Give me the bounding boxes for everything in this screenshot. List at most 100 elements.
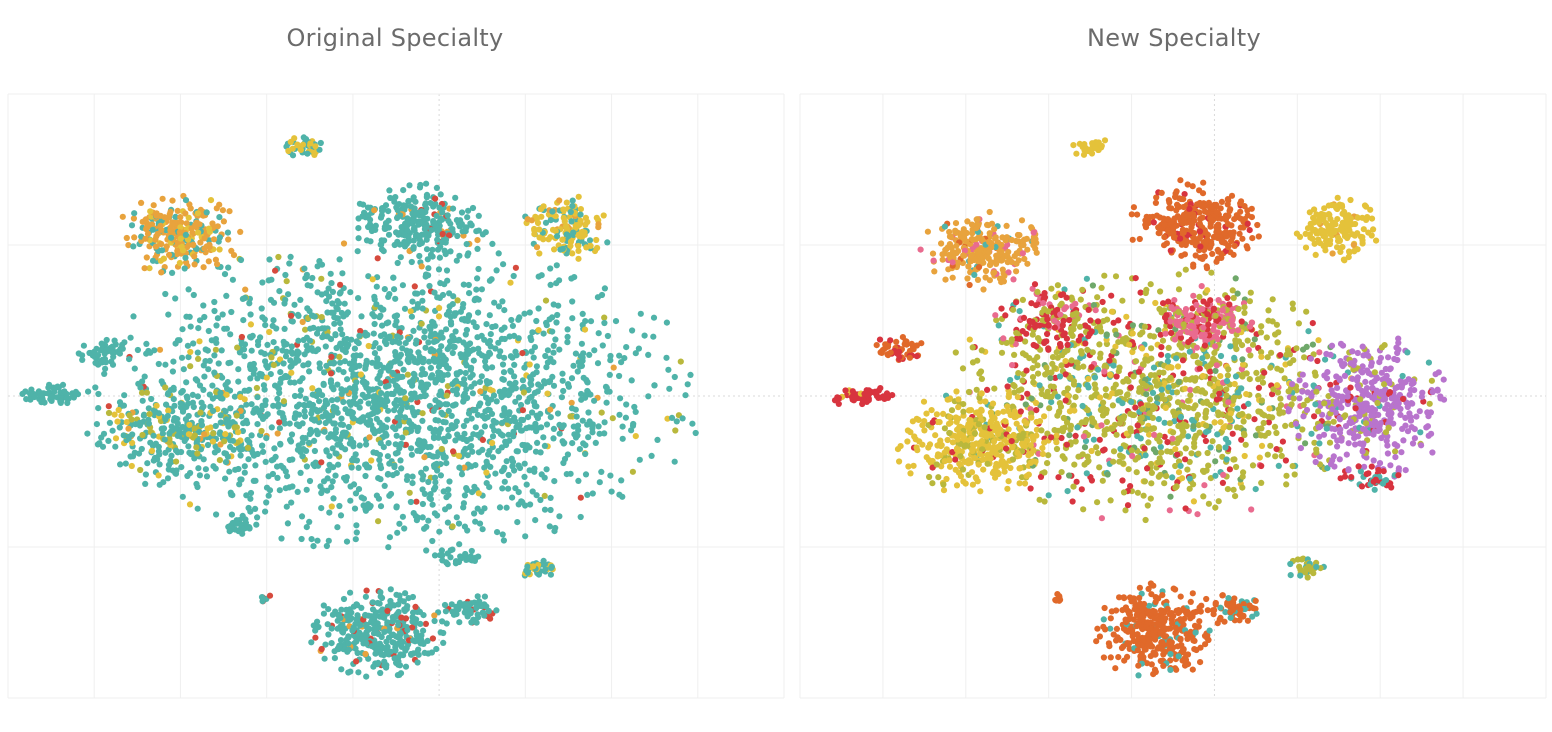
scatter-point — [157, 240, 165, 248]
scatter-point — [556, 277, 563, 284]
scatter-point — [263, 374, 270, 381]
scatter-point — [1075, 382, 1082, 389]
scatter-point — [233, 412, 240, 419]
scatter-point — [470, 407, 477, 414]
scatter-point — [204, 425, 211, 432]
scatter-point — [498, 468, 506, 475]
scatter-point — [239, 427, 246, 435]
scatter-point — [1278, 452, 1285, 459]
scatter-point — [1202, 437, 1209, 445]
scatter-point — [512, 398, 519, 405]
scatter-point — [505, 485, 512, 492]
scatter-point — [282, 485, 289, 492]
scatter-point — [177, 219, 184, 226]
scatter-point — [1108, 308, 1115, 315]
scatter-point — [1291, 471, 1298, 478]
scatter-point — [1182, 266, 1189, 273]
scatter-point — [455, 520, 463, 527]
scatter-point — [326, 293, 333, 300]
scatter-point — [463, 417, 470, 424]
scatter-point — [171, 415, 178, 422]
scatter-point — [362, 472, 369, 480]
scatter-point — [330, 495, 337, 502]
scatter-point — [585, 434, 592, 441]
scatter-point — [370, 612, 378, 620]
scatter-point — [351, 345, 358, 352]
scatter-point — [185, 431, 192, 438]
scatter-point — [464, 317, 471, 324]
scatter-point — [381, 237, 388, 244]
scatter-point — [1104, 471, 1111, 478]
scatter-point — [138, 389, 146, 396]
scatter-point — [430, 429, 437, 436]
scatter-point — [645, 393, 652, 400]
scatter-point — [404, 403, 411, 410]
scatter-point — [436, 204, 443, 211]
scatter-point — [299, 434, 306, 441]
scatter-point — [641, 332, 648, 339]
scatter-point — [262, 458, 269, 465]
scatter-point — [191, 455, 198, 462]
scatter-point — [64, 395, 71, 402]
scatter-point — [282, 296, 289, 303]
scatter-point — [281, 325, 288, 332]
scatter-point — [595, 330, 602, 337]
scatter-point — [254, 421, 261, 428]
scatter-point — [23, 396, 30, 403]
scatter-point — [682, 392, 689, 399]
scatter-point — [347, 589, 354, 596]
scatter-point — [248, 347, 255, 354]
scatter-point — [355, 225, 362, 232]
scatter-point — [1265, 307, 1272, 314]
scatter-point — [1209, 438, 1216, 445]
scatter-point — [419, 486, 426, 493]
scatter-point — [157, 257, 164, 264]
scatter-point — [510, 467, 518, 474]
scatter-point — [125, 435, 132, 442]
scatter-point — [560, 459, 567, 467]
scatter-point — [439, 291, 447, 299]
scatter-point — [619, 435, 626, 442]
scatter-point — [241, 353, 248, 360]
scatter-point — [313, 392, 320, 400]
scatter-point — [387, 648, 394, 655]
scatter-point — [1155, 327, 1162, 334]
scatter-point — [487, 343, 494, 350]
scatter-point — [1217, 419, 1224, 426]
scatter-point — [505, 431, 512, 438]
scatter-point — [206, 357, 213, 364]
scatter-point — [391, 655, 398, 662]
scatter-point — [423, 271, 430, 278]
scatter-point — [1156, 438, 1163, 445]
scatter-point — [328, 397, 336, 404]
scatter-point — [1089, 282, 1096, 289]
scatter-point — [179, 493, 186, 500]
scatter-point — [403, 476, 411, 483]
scatter-point — [211, 307, 218, 315]
scatter-point — [355, 464, 362, 471]
scatter-point — [311, 463, 318, 470]
chart-title-original: Original Specialty — [286, 24, 504, 52]
scatter-point — [245, 504, 252, 512]
scatter-point — [121, 392, 128, 399]
scatter-point — [404, 603, 411, 610]
scatter-point — [392, 295, 399, 302]
scatter-point — [347, 483, 354, 490]
scatter-point — [328, 640, 335, 647]
scatter-point — [482, 408, 489, 415]
scatter-point — [431, 612, 438, 619]
scatter-point — [1016, 308, 1023, 315]
scatter-point — [201, 373, 208, 380]
scatter-point — [582, 450, 589, 458]
scatter-point — [568, 218, 575, 225]
scatter-point — [216, 234, 223, 241]
scatter-point — [483, 469, 490, 476]
scatter-point — [425, 358, 433, 365]
scatter-point — [430, 435, 438, 442]
scatter-point — [1289, 300, 1296, 307]
scatter-point — [109, 427, 116, 434]
scatter-point — [322, 641, 329, 648]
scatter-point — [189, 391, 196, 398]
scatter-point — [1094, 499, 1101, 506]
scatter-point — [350, 371, 357, 378]
